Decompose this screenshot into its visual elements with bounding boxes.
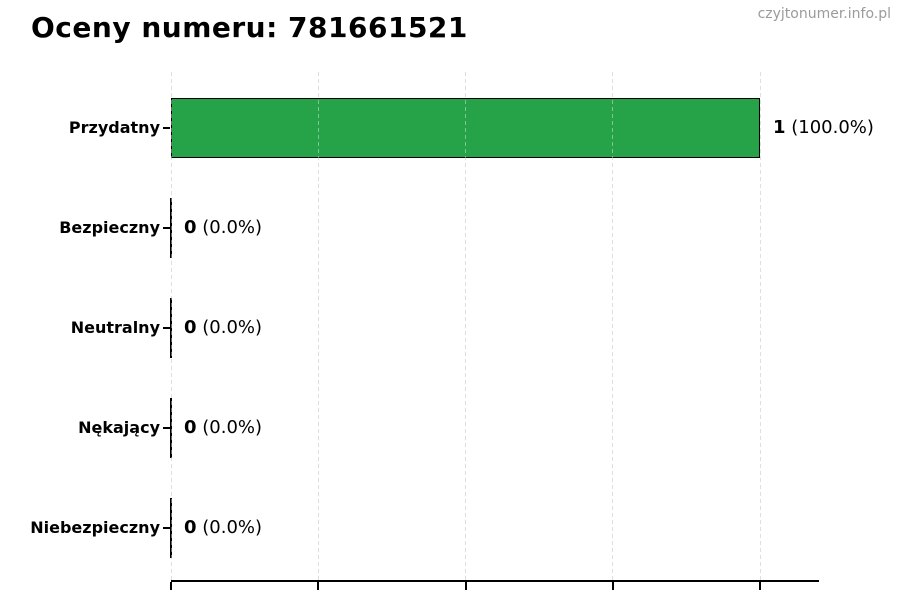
category-tick	[163, 326, 170, 329]
gridline-overlay	[465, 72, 466, 580]
category-label: Bezpieczny	[59, 217, 160, 237]
value-count: 0	[184, 416, 197, 438]
category-tick	[163, 426, 170, 429]
gridline	[612, 72, 614, 580]
value-percent: (100.0%)	[785, 116, 874, 138]
gridline	[465, 72, 466, 580]
value-count: 1	[773, 116, 786, 138]
category-label: Przydatny	[68, 117, 160, 137]
x-axis-line	[171, 580, 819, 582]
value-count: 0	[184, 516, 197, 538]
category-label: Nękający	[78, 417, 160, 437]
value-label: 1 (100.0%)	[773, 116, 874, 140]
category-tick	[163, 526, 170, 529]
x-axis-tick	[464, 582, 467, 590]
category-label: Neutralny	[70, 317, 160, 337]
gridline	[317, 72, 319, 580]
value-percent: (0.0%)	[196, 216, 263, 238]
x-axis-tick	[759, 582, 761, 590]
bar-zero-line	[170, 397, 172, 458]
gridline-overlay	[317, 72, 319, 580]
gridline	[759, 72, 761, 580]
value-label: 0 (0.0%)	[184, 516, 262, 540]
gridline-overlay	[170, 72, 172, 580]
bar-zero-line	[170, 497, 172, 558]
bar	[171, 97, 760, 158]
value-percent: (0.0%)	[196, 316, 263, 338]
bar-zero-line	[170, 197, 172, 258]
value-percent: (0.0%)	[196, 516, 263, 538]
value-label: 0 (0.0%)	[184, 416, 262, 440]
category-tick	[163, 226, 170, 229]
value-count: 0	[184, 216, 197, 238]
watermark: czyjtonumer.info.pl	[757, 6, 891, 22]
category-label: Niebezpieczny	[30, 517, 160, 537]
x-axis-tick	[170, 582, 172, 590]
category-tick	[163, 126, 170, 129]
value-percent: (0.0%)	[196, 416, 263, 438]
x-axis-tick	[611, 582, 614, 590]
chart-title: Oceny numeru: 781661521	[31, 11, 468, 44]
value-label: 0 (0.0%)	[184, 316, 262, 340]
value-label: 0 (0.0%)	[184, 216, 262, 240]
value-count: 0	[184, 316, 197, 338]
bar-zero-line	[170, 297, 172, 358]
gridline-overlay	[759, 72, 761, 580]
x-axis-tick	[317, 582, 320, 590]
gridline-overlay	[612, 72, 614, 580]
